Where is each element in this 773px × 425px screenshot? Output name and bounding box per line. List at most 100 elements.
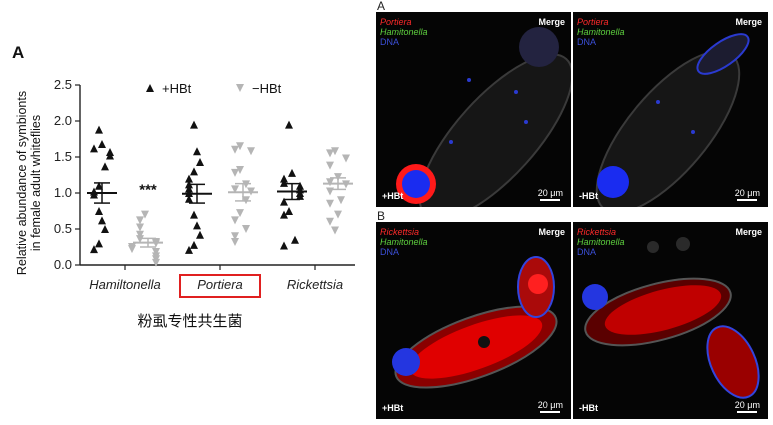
data-point-neg: [152, 248, 160, 257]
micrograph-rickettsia-neg-image: [582, 237, 760, 399]
data-point-neg: [326, 199, 334, 208]
data-point-pos: [190, 240, 198, 249]
data-point-pos: [90, 245, 98, 254]
data-point-pos: [106, 151, 114, 160]
data-point-neg: [231, 168, 239, 177]
scale-bar: 20 μm: [735, 188, 760, 201]
x-tick-label: Rickettsia: [287, 277, 343, 292]
micrograph-portiera-neg-image: [595, 33, 750, 207]
data-point-neg: [326, 149, 334, 158]
data-point-neg: [337, 196, 345, 205]
section-b-letter: B: [377, 209, 386, 223]
label-hamitonella: Hamitonella: [380, 237, 428, 247]
data-point-pos: [95, 207, 103, 215]
chinese-caption: 粉虱专性共生菌: [137, 313, 243, 330]
label-dna: DNA: [577, 37, 597, 47]
legend-pos-marker: [146, 84, 154, 92]
label-condition: -HBt: [579, 191, 598, 201]
data-point-neg: [231, 185, 239, 194]
data-point-pos: [98, 216, 106, 225]
data-point-neg: [236, 209, 244, 218]
y-tick-label: 0.0: [54, 257, 72, 272]
y-tick-label: 0.5: [54, 221, 72, 236]
data-point-pos: [280, 197, 288, 206]
data-point-neg: [331, 147, 339, 156]
data-point-neg: [231, 145, 239, 154]
data-point-pos: [196, 158, 204, 167]
legend-neg-label: −HBt: [252, 81, 282, 96]
data-point-pos: [280, 241, 288, 250]
label-condition: +HBt: [382, 403, 404, 413]
data-point-pos: [288, 168, 296, 177]
y-axis-title-line2: in female adult whiteflies: [29, 115, 43, 251]
data-point-pos: [95, 239, 103, 248]
data-point-neg: [331, 226, 339, 235]
data-point-neg: [128, 245, 136, 254]
data-point-neg: [141, 210, 149, 219]
x-tick-label: Hamiltonella: [89, 277, 161, 292]
x-tick-label: Portiera: [197, 277, 243, 292]
micrograph-rickettsia-pos: Rickettsia Hamitonella DNA Merge +HBt 20…: [376, 222, 571, 419]
data-point-pos: [95, 181, 103, 190]
data-point-pos: [196, 230, 204, 239]
data-point-neg: [247, 147, 255, 156]
y-tick-label: 2.0: [54, 113, 72, 128]
scale-bar: 20 μm: [735, 400, 760, 413]
y-tick-label: 2.5: [54, 77, 72, 92]
data-point-pos: [193, 147, 201, 156]
y-axis-title-line1: Relative abundance of symbionts: [15, 91, 29, 275]
data-point-pos: [98, 140, 106, 149]
micrograph-portiera-pos-image: [396, 27, 571, 207]
data-point-neg: [231, 237, 239, 246]
label-condition: +HBt: [382, 191, 404, 201]
data-point-pos: [280, 210, 288, 219]
legend-neg-marker: [236, 84, 244, 92]
data-point-pos: [280, 174, 288, 183]
data-point-neg: [136, 230, 144, 239]
data-point-pos: [185, 194, 193, 203]
data-point-neg: [342, 154, 350, 163]
data-point-pos: [190, 167, 198, 176]
label-portiera: Portiera: [577, 17, 609, 27]
micrograph-portiera-neg: Portiera Hamitonella DNA Merge -HBt 20 μ…: [573, 12, 768, 207]
label-merge: Merge: [538, 17, 565, 27]
legend-pos-label: +HBt: [162, 81, 192, 96]
data-point-neg: [231, 216, 239, 225]
label-dna: DNA: [577, 247, 597, 257]
label-dna: DNA: [380, 247, 400, 257]
significance-marker: ***: [139, 181, 157, 198]
data-point-pos: [185, 184, 193, 193]
label-merge: Merge: [538, 227, 565, 237]
data-point-pos: [190, 210, 198, 219]
label-merge: Merge: [735, 17, 762, 27]
highlight-box: [179, 274, 261, 298]
label-merge: Merge: [735, 227, 762, 237]
data-point-pos: [95, 125, 103, 134]
label-hamitonella: Hamitonella: [577, 237, 625, 247]
label-condition: -HBt: [579, 403, 598, 413]
scale-bar-label: 20 μm: [734, 188, 760, 198]
data-point-neg: [326, 217, 334, 226]
data-point-neg: [236, 165, 244, 174]
y-tick-label: 1.0: [54, 185, 72, 200]
data-point-pos: [285, 207, 293, 215]
legend: +HBt −HBt: [146, 81, 282, 96]
section-a-letter: A: [377, 0, 386, 13]
data-point-neg: [136, 223, 144, 232]
label-rickettsia: Rickettsia: [577, 227, 617, 237]
data-point-pos: [193, 221, 201, 230]
data-point-pos: [90, 190, 98, 199]
scale-bar: 20 μm: [538, 400, 563, 413]
label-hamitonella: Hamitonella: [380, 27, 428, 37]
data-point-neg: [326, 161, 334, 170]
data-point-pos: [101, 162, 109, 171]
scale-bar-label: 20 μm: [734, 400, 760, 410]
scale-bar-label: 20 μm: [537, 188, 563, 198]
label-dna: DNA: [380, 37, 400, 47]
micrograph-rickettsia-neg: Rickettsia Hamitonella DNA Merge -HBt 20…: [573, 222, 768, 419]
label-portiera: Portiera: [380, 17, 412, 27]
data-point-pos: [185, 245, 193, 254]
data-point-neg: [236, 142, 244, 151]
data-point-pos: [285, 120, 293, 129]
data-point-neg: [242, 225, 250, 233]
